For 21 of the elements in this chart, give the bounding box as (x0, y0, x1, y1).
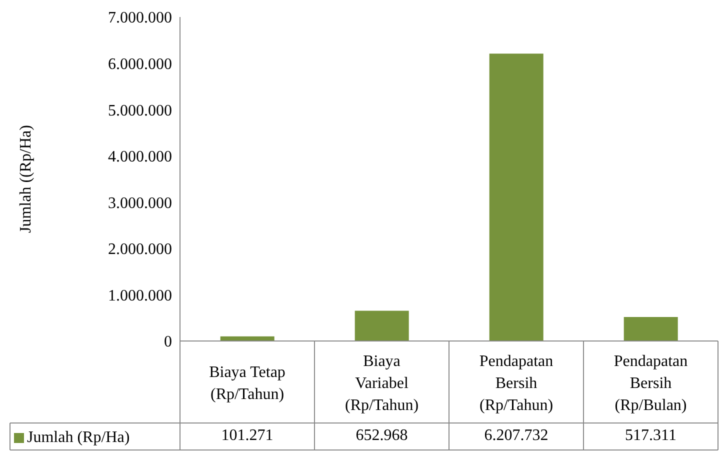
bar (489, 54, 544, 341)
y-axis-title: Jumlah ((Rp/Ha) (18, 125, 35, 233)
y-tick-label: 2.000.000 (108, 241, 172, 258)
y-tick-label: 7.000.000 (108, 10, 172, 27)
x-tick-label: Pendapatan Bersih (Rp/Tahun) (479, 353, 554, 414)
y-tick-label: 0 (164, 334, 172, 351)
y-tick-label: 1.000.000 (108, 287, 172, 304)
y-tick-label: 3.000.000 (108, 194, 172, 212)
x-tick-label: Pendapatan Bersih (Rp/Bulan) (614, 353, 688, 414)
bar (624, 317, 678, 341)
x-tick-label: Biaya Tetap (Rp/Tahun) (209, 364, 286, 403)
data-label: 6.207.732 (483, 427, 550, 445)
legend-label: Jumlah (Rp/Ha) (27, 429, 130, 447)
data-label: 652.968 (354, 427, 409, 445)
y-tick-label: 5.000.000 (108, 102, 172, 120)
y-tick-label: 4.000.000 (108, 148, 172, 166)
data-label: 101.271 (220, 427, 274, 445)
y-tick-label: 6.000.000 (108, 56, 172, 73)
x-tick-label: Biaya Variabel (Rp/Tahun) (344, 353, 419, 414)
bar (354, 310, 409, 341)
data-label: 517.311 (624, 427, 678, 445)
